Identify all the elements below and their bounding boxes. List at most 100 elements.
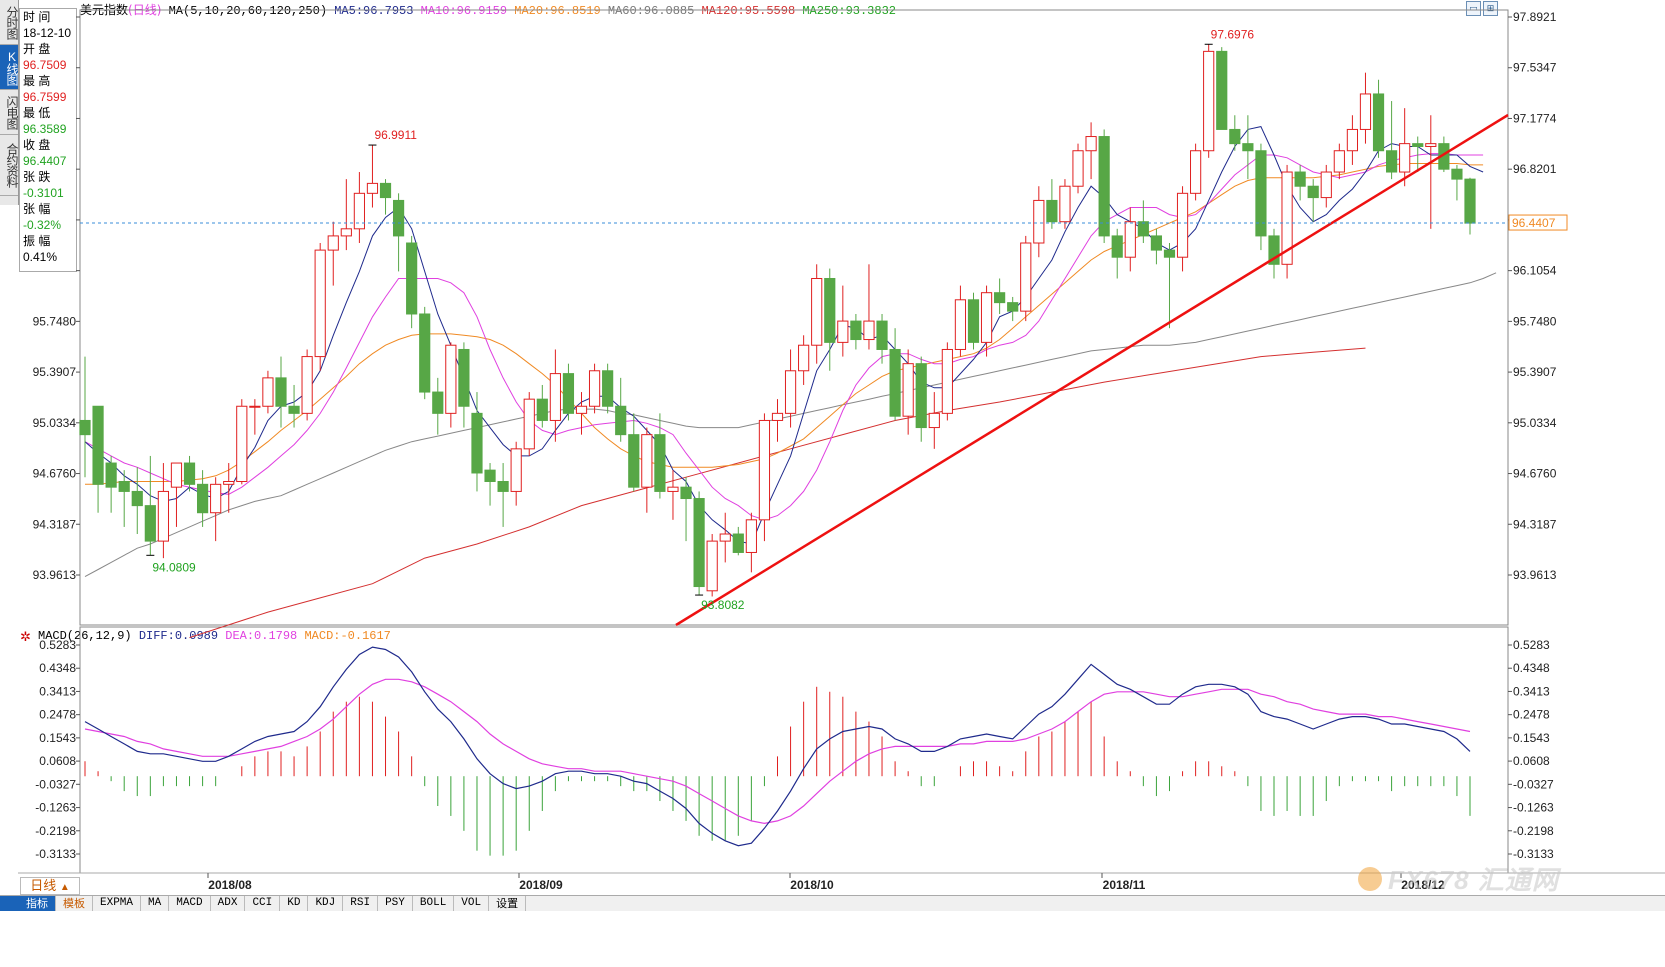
- macd-tick-label-left: -0.1263: [35, 801, 76, 815]
- indicator-cci[interactable]: CCI: [245, 896, 281, 911]
- candle-body: [484, 469, 496, 482]
- candle-body: [1085, 136, 1097, 152]
- macd-header: MACD(26,12,9) DIFF:0.0989 DEA:0.1798 MAC…: [38, 629, 391, 645]
- indicator-vol[interactable]: VOL: [454, 896, 490, 911]
- date-tick-label: 2018/08: [208, 878, 252, 892]
- tab-indicator[interactable]: 指标: [0, 896, 56, 911]
- watermark-text: FX678 汇通网: [1388, 865, 1559, 895]
- date-tick-label: 2018/10: [790, 878, 834, 892]
- indicator-kdj[interactable]: KDJ: [308, 896, 344, 911]
- window-controls: ▭ ⊞: [1466, 1, 1498, 16]
- candle-body: [510, 448, 522, 492]
- tab-time-sharing[interactable]: 分时图: [0, 0, 19, 45]
- pct-change-value: -0.32%: [23, 218, 62, 232]
- candle-body: [1163, 249, 1176, 258]
- diff-line: [84, 646, 1471, 847]
- indicator-rsi[interactable]: RSI: [343, 896, 379, 911]
- settings-button[interactable]: 设置: [489, 896, 527, 911]
- candle-body: [837, 320, 849, 343]
- candle-body: [1176, 192, 1189, 258]
- candle-body: [1007, 302, 1019, 312]
- candle-body: [758, 419, 771, 521]
- candle-body: [928, 412, 940, 429]
- candle-body: [340, 228, 352, 237]
- macd-lines: [84, 646, 1471, 847]
- price-tick-label-right: 94.6760: [1513, 467, 1557, 481]
- macd-tick-label-right: -0.2198: [1513, 824, 1554, 838]
- candle-body: [445, 344, 457, 414]
- indicator-ma[interactable]: MA: [141, 896, 170, 911]
- candle-body: [131, 490, 143, 507]
- empty-footer: [0, 911, 1665, 967]
- macd-histogram: [84, 686, 1471, 856]
- dea-line: [84, 678, 1471, 825]
- price-tick-label-right: 95.0334: [1513, 416, 1557, 430]
- candle-body: [379, 182, 392, 199]
- tab-template[interactable]: 模板: [56, 896, 93, 911]
- indicator-expma[interactable]: EXPMA: [93, 896, 142, 911]
- candle-body: [105, 462, 117, 488]
- price-tick-label-left: 95.7480: [33, 314, 77, 328]
- maximize-icon[interactable]: ⊞: [1483, 1, 1498, 16]
- ma5-line: [84, 126, 1484, 545]
- ma-params: MA(5,10,20,60,120,250): [168, 4, 328, 18]
- indicator-macd[interactable]: MACD: [169, 896, 211, 911]
- candle-body: [144, 505, 156, 542]
- candle-body: [1098, 136, 1110, 237]
- candle-body: [1294, 171, 1306, 187]
- candle-body: [1386, 150, 1398, 173]
- candle-body: [784, 370, 797, 414]
- triangle-up-icon: ▲: [59, 882, 70, 893]
- date-tick-label: 2018/09: [519, 878, 563, 892]
- candle-body: [719, 533, 731, 542]
- macd-value: MACD:-0.1617: [304, 629, 391, 643]
- ma10-value: MA10:96.9159: [420, 4, 508, 18]
- change-value: -0.3101: [23, 186, 64, 200]
- tab-contract-info[interactable]: 合约资料: [0, 135, 19, 196]
- restore-icon[interactable]: ▭: [1466, 1, 1481, 16]
- candle-body: [79, 419, 91, 436]
- ma20-line: [85, 163, 1484, 485]
- amplitude-value: 0.41%: [23, 250, 58, 264]
- macd-tick-label-left: 0.0608: [39, 754, 76, 768]
- price-tick-label-right: 94.3187: [1513, 517, 1557, 531]
- macd-tick-label-left: 0.4348: [39, 661, 76, 675]
- open-label: 开 盘: [23, 42, 51, 56]
- ma60-value: MA60:96.0885: [607, 4, 695, 18]
- kline-macd-chart[interactable]: 97.892197.534797.177496.820196.462796.10…: [0, 0, 1665, 895]
- candle-body: [1229, 128, 1241, 145]
- price-axis: 97.892197.534797.177496.820196.462796.10…: [33, 10, 1557, 582]
- ma20-value: MA20:96.8519: [514, 4, 601, 18]
- candle-body: [1033, 199, 1045, 244]
- time-label: 时 间: [23, 10, 51, 24]
- macd-tick-label-left: 0.1543: [39, 731, 76, 745]
- tab-kline[interactable]: K线图: [0, 45, 19, 90]
- candle-body: [902, 363, 914, 417]
- tab-flash-chart[interactable]: 闪电图: [0, 90, 19, 135]
- time-value: 18-12-10: [23, 26, 72, 40]
- macd-tick-label-right: -0.1263: [1513, 801, 1554, 815]
- ma120-line: [189, 347, 1366, 639]
- macd-settings-icon[interactable]: ✲: [20, 629, 31, 644]
- close-label: 收 盘: [23, 138, 51, 152]
- candle-body: [615, 405, 627, 436]
- macd-tick-label-right: 0.0608: [1513, 754, 1550, 768]
- price-tick-label-right: 96.1054: [1513, 264, 1557, 278]
- price-panel-border: [79, 9, 1509, 626]
- indicator-boll[interactable]: BOLL: [413, 896, 455, 911]
- candle-body: [183, 462, 196, 485]
- candle-body: [236, 405, 248, 482]
- indicator-kd[interactable]: KD: [280, 896, 309, 911]
- macd-tick-label-left: 0.2478: [39, 708, 76, 722]
- period-select-button[interactable]: 日线 ▲: [20, 877, 80, 895]
- candle-body: [1281, 171, 1293, 265]
- indicator-adx[interactable]: ADX: [211, 896, 246, 911]
- candle-body: [1216, 50, 1228, 130]
- candle-body: [471, 412, 483, 474]
- indicator-psy[interactable]: PSY: [378, 896, 413, 911]
- candle-body: [1359, 93, 1372, 130]
- candle-body: [693, 498, 705, 588]
- price-tick-label-left: 95.3907: [33, 365, 77, 379]
- candle-body: [863, 320, 875, 341]
- candle-body: [745, 519, 757, 553]
